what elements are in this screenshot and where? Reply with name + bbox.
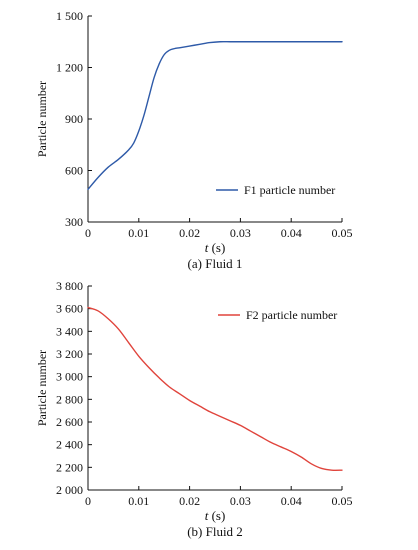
b-x-axis-label: t (s) (205, 508, 226, 523)
b-series-line (87, 306, 343, 471)
a-y-tick-label: 900 (65, 112, 83, 126)
b-y-tick-label: 2 200 (56, 460, 83, 474)
b-y-tick-label: 3 000 (56, 370, 83, 384)
b-y-tick-label: 2 000 (56, 483, 83, 497)
b-x-tick-label: 0.04 (281, 494, 302, 508)
b-y-tick-label: 3 600 (56, 302, 83, 316)
a-y-tick-label: 600 (65, 164, 83, 178)
b-y-tick-label: 3 400 (56, 324, 83, 338)
b-x-tick-label: 0.02 (179, 494, 200, 508)
a-series-line (87, 40, 343, 191)
b-y-tick-label: 2 800 (56, 392, 83, 406)
b-y-axis-label: Particle number (35, 350, 49, 426)
a-x-tick-label: 0.03 (230, 226, 251, 240)
a-x-tick-label: 0.05 (332, 226, 353, 240)
b-legend-label: F2 particle number (246, 308, 337, 322)
b-y-tick-label: 2 600 (56, 415, 83, 429)
b-y-tick-label: 3 800 (56, 279, 83, 293)
a-y-tick-label: 1 500 (56, 9, 83, 23)
b-x-tick-label: 0.05 (332, 494, 353, 508)
a-y-tick-label: 300 (65, 215, 83, 229)
a-x-axis-label: t (s) (205, 240, 226, 255)
a-caption: (a) Fluid 1 (188, 256, 243, 271)
b-y-tick-label: 2 400 (56, 438, 83, 452)
b-x-tick-label: 0 (85, 494, 91, 508)
a-x-tick-label: 0 (85, 226, 91, 240)
a-y-axis-label: Particle number (35, 81, 49, 157)
b-x-tick-label: 0.03 (230, 494, 251, 508)
a-x-tick-label: 0.01 (128, 226, 149, 240)
b-y-tick-label: 3 200 (56, 347, 83, 361)
a-y-tick-label: 1 200 (56, 61, 83, 75)
b-caption: (b) Fluid 2 (187, 524, 243, 539)
b-x-tick-label: 0.01 (128, 494, 149, 508)
a-x-tick-label: 0.04 (281, 226, 302, 240)
a-legend-label: F1 particle number (244, 183, 335, 197)
a-x-tick-label: 0.02 (179, 226, 200, 240)
